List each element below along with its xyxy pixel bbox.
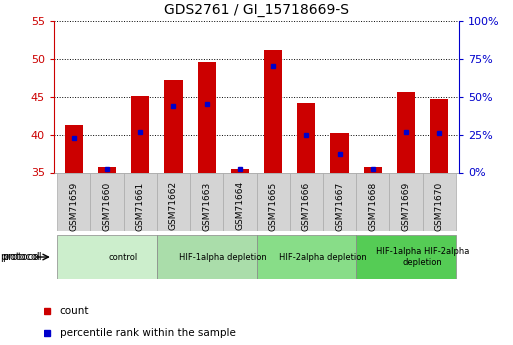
Bar <box>364 167 382 172</box>
Text: GSM71661: GSM71661 <box>136 181 145 230</box>
Bar <box>323 172 356 231</box>
Text: HIF-1alpha depletion: HIF-1alpha depletion <box>180 253 267 262</box>
Bar <box>389 172 423 231</box>
Text: GSM71660: GSM71660 <box>103 181 111 230</box>
Bar <box>198 62 216 172</box>
Bar <box>90 172 124 231</box>
Bar <box>297 104 315 172</box>
Text: HIF-1alpha HIF-2alpha
depletion: HIF-1alpha HIF-2alpha depletion <box>376 247 469 267</box>
Text: GSM71665: GSM71665 <box>269 181 278 230</box>
Bar <box>397 92 415 172</box>
Bar <box>65 125 83 172</box>
Bar <box>157 235 256 279</box>
Text: GSM71668: GSM71668 <box>368 181 377 230</box>
Text: GSM71664: GSM71664 <box>235 181 244 230</box>
Bar <box>356 235 456 279</box>
Bar <box>264 50 282 172</box>
Bar <box>98 167 116 172</box>
Text: HIF-2alpha depletion: HIF-2alpha depletion <box>279 253 367 262</box>
Text: protocol: protocol <box>3 252 42 262</box>
Text: protocol: protocol <box>0 252 40 262</box>
Text: count: count <box>60 306 89 315</box>
Text: percentile rank within the sample: percentile rank within the sample <box>60 328 235 338</box>
Bar <box>164 80 183 172</box>
Bar <box>356 172 389 231</box>
Bar <box>231 169 249 172</box>
Bar <box>256 172 290 231</box>
Text: GSM71667: GSM71667 <box>335 181 344 230</box>
Bar <box>256 235 356 279</box>
Bar <box>330 133 349 172</box>
Text: control: control <box>109 253 138 262</box>
Text: GSM71659: GSM71659 <box>69 181 78 230</box>
Bar <box>423 172 456 231</box>
Bar <box>223 172 256 231</box>
Text: GSM71669: GSM71669 <box>402 181 410 230</box>
Bar <box>57 172 90 231</box>
Title: GDS2761 / GI_15718669-S: GDS2761 / GI_15718669-S <box>164 3 349 17</box>
Text: GSM71666: GSM71666 <box>302 181 311 230</box>
Text: GSM71663: GSM71663 <box>202 181 211 230</box>
Bar <box>290 172 323 231</box>
Text: GSM71670: GSM71670 <box>435 181 444 230</box>
Bar <box>157 172 190 231</box>
Text: GSM71662: GSM71662 <box>169 181 178 230</box>
Bar <box>124 172 157 231</box>
Bar <box>57 235 157 279</box>
Bar <box>131 96 149 172</box>
Bar <box>190 172 223 231</box>
Bar <box>430 99 448 172</box>
